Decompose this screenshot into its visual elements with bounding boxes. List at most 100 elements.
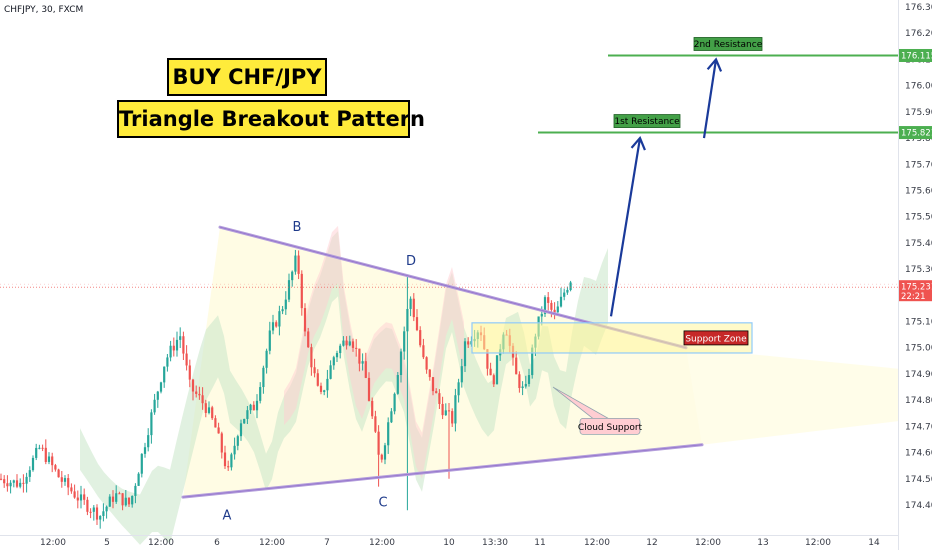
candle-body [531, 347, 534, 376]
candle [409, 296, 412, 317]
candle-body [515, 357, 518, 375]
candle-body [342, 340, 345, 346]
candle-body [323, 390, 326, 392]
candle-body [435, 391, 438, 394]
candle-body [172, 345, 175, 351]
candle [454, 388, 457, 432]
candle-body [95, 507, 99, 520]
candle-body [195, 391, 198, 394]
candle-body [399, 351, 403, 376]
y-tick-label: 175.400 [905, 239, 932, 249]
x-tick-label: 5 [104, 538, 110, 548]
candle-body [47, 456, 51, 462]
x-tick-label: 12:00 [369, 538, 395, 548]
candle [387, 417, 390, 454]
candle-body [278, 311, 281, 327]
title-buy: BUY CHF/JPY [167, 58, 327, 96]
x-tick-label: 11 [534, 538, 545, 548]
candle [255, 394, 259, 419]
candle-body [92, 507, 95, 512]
candle-body [12, 480, 15, 483]
candle [92, 505, 95, 521]
candle [271, 314, 275, 335]
candle-body [489, 368, 492, 376]
candle-body [287, 280, 291, 300]
candle [230, 452, 233, 471]
candle-body [569, 282, 572, 290]
resistance-label-1: 1st Resistance [614, 117, 680, 127]
candle [342, 336, 345, 347]
candle [38, 444, 41, 450]
candle [227, 460, 230, 471]
candle-body [246, 410, 249, 419]
candle [463, 338, 467, 372]
resistance-price-tag-1 [899, 126, 932, 140]
trendline-lower-core [182, 444, 703, 498]
candle [547, 292, 550, 311]
candle [495, 355, 499, 385]
candle-body [0, 478, 3, 480]
candle-body [201, 395, 204, 404]
candle-body [271, 322, 275, 331]
candle [147, 428, 150, 452]
current-price-tag [899, 280, 932, 302]
candle [316, 369, 319, 387]
candle-body [345, 340, 348, 346]
candle-body [447, 410, 451, 412]
candle [195, 385, 198, 398]
candle [335, 350, 339, 363]
candle-body [191, 379, 195, 392]
candle-body [105, 506, 108, 512]
candle [31, 455, 35, 472]
candle-body [134, 485, 137, 496]
candle [422, 338, 425, 360]
candle [294, 249, 297, 275]
candle-body [444, 410, 447, 416]
candle [12, 479, 15, 488]
support-zone-label-box [683, 330, 749, 346]
y-tick-label: 175.600 [905, 186, 932, 196]
candle-body [566, 289, 569, 293]
candle-body [169, 345, 172, 358]
candle [556, 301, 559, 313]
candle-body [41, 447, 44, 449]
triangle-projection [686, 347, 898, 445]
candle [569, 280, 572, 292]
x-tick-label: 12:00 [259, 538, 285, 548]
candle-body [559, 296, 563, 307]
candle [396, 371, 399, 395]
candle-body [262, 367, 265, 388]
candle [169, 340, 172, 362]
candle [553, 302, 556, 320]
candle-body [313, 367, 316, 374]
candle [310, 343, 313, 376]
candle-body [358, 348, 361, 364]
candle-body [307, 331, 310, 348]
candle [332, 355, 335, 370]
candle-body [403, 331, 406, 352]
candle-body [406, 308, 409, 332]
candle-body [182, 336, 185, 354]
candle-body [319, 385, 323, 392]
candle-body [83, 494, 86, 500]
candle [54, 463, 57, 472]
candle-body [223, 452, 227, 467]
candle [351, 338, 355, 352]
candle-body [438, 393, 441, 404]
y-tick-label: 175.000 [905, 344, 932, 354]
y-tick-label: 176.000 [905, 82, 932, 92]
candle-body [185, 353, 188, 366]
resistance-label-2: 2nd Resistance [694, 40, 763, 50]
candle-body [207, 407, 211, 413]
candle-body [547, 297, 550, 303]
candle [60, 470, 63, 488]
candle-body [454, 395, 457, 424]
y-tick-label: 174.700 [905, 422, 932, 432]
resistance-price-tag-label-1: 175.821 [901, 129, 932, 139]
candle [9, 480, 12, 494]
candle-body [38, 447, 41, 449]
candle-body [99, 515, 102, 520]
candle [281, 306, 284, 315]
